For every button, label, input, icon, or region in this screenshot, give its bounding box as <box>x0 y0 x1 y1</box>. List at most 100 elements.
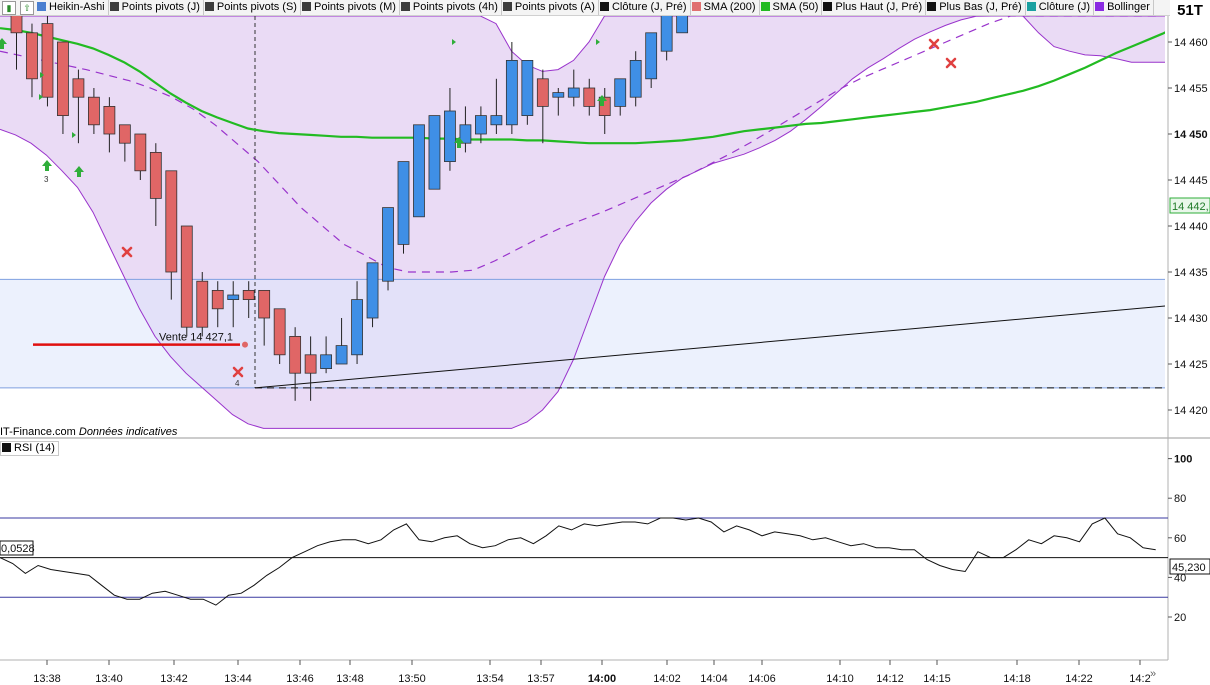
legend-item[interactable]: Clôture (J) <box>1026 0 1095 15</box>
legend-item[interactable]: Heikin-Ashi <box>36 0 109 15</box>
bollinger-lower-line <box>0 16 1165 429</box>
buy-arrow-icon <box>74 166 84 177</box>
rsi-tick-label: 40 <box>1174 572 1186 584</box>
legend-item[interactable]: Plus Haut (J, Pré) <box>822 0 927 15</box>
x-tick-label: 14:12 <box>876 673 904 685</box>
legend-item[interactable]: Points pivots (A) <box>502 0 599 15</box>
sell-cross-icon <box>232 366 244 378</box>
bear-candle <box>242 289 255 300</box>
bollinger-mid-line <box>0 16 1161 273</box>
legend-swatch <box>301 2 311 11</box>
legend-item[interactable]: SMA (200) <box>691 0 760 15</box>
legend-label: Points pivots (S) <box>216 1 297 13</box>
sell-label: Vente 14 427,1 <box>159 332 233 344</box>
bear-candle <box>536 78 549 107</box>
bear-candle <box>211 289 224 310</box>
legend-label: Bollinger <box>1107 1 1150 13</box>
chart-mode-icon[interactable]: ▮ <box>2 1 16 15</box>
bollinger-upper-line <box>0 16 1165 72</box>
legend-label: Points pivots (4h) <box>412 1 498 13</box>
y-tick-label: 14 460 <box>1174 37 1208 49</box>
bear-candle <box>258 289 271 319</box>
legend-swatch <box>691 2 701 11</box>
small-marker-icon <box>72 132 76 138</box>
bear-candle <box>118 124 131 144</box>
sma50-line <box>0 27 1165 145</box>
legend-item[interactable]: Points pivots (M) <box>301 0 400 15</box>
legend-item[interactable]: SMA (50) <box>760 0 823 15</box>
bull-candle <box>552 92 565 98</box>
indicative-note: Données indicatives <box>78 426 178 438</box>
legend-label: Points pivots (M) <box>313 1 396 13</box>
symbol-badge: 51T <box>1170 0 1210 22</box>
rsi-left-tag: 0,0528 <box>1 543 35 555</box>
x-tick-label: 13:48 <box>336 673 364 685</box>
bull-candle <box>490 115 503 126</box>
x-tick-label: 13:40 <box>95 673 123 685</box>
x-tick-label: 14:04 <box>700 673 728 685</box>
small-marker-icon <box>596 39 600 45</box>
legend-item[interactable]: Bollinger <box>1094 0 1154 15</box>
small-marker-icon <box>452 39 456 45</box>
legend-label: Plus Haut (J, Pré) <box>835 1 923 13</box>
bear-candle <box>72 78 85 98</box>
legend-item[interactable]: Clôture (J, Pré) <box>599 0 691 15</box>
bull-candle <box>397 161 410 245</box>
legend-label: Points pivots (J) <box>121 1 200 13</box>
arrow-up-icon[interactable]: ⇧ <box>20 1 34 15</box>
legend-item[interactable]: Points pivots (J) <box>109 0 204 15</box>
legend-label: Clôture (J, Pré) <box>611 1 687 13</box>
bear-candle <box>149 151 162 199</box>
bear-candle <box>10 16 23 34</box>
bull-candle <box>505 60 518 126</box>
legend-swatch <box>400 2 410 11</box>
bear-candle <box>289 335 302 374</box>
rsi-value-tag-box <box>1169 558 1210 575</box>
bull-candle <box>521 60 534 117</box>
legend-swatch <box>1095 2 1105 11</box>
scroll-right-icon[interactable]: » <box>1150 668 1157 680</box>
bear-candle <box>180 225 193 328</box>
x-tick-label: 14:15 <box>923 673 951 685</box>
support-zone <box>0 279 1165 388</box>
legend-swatch <box>109 2 119 11</box>
x-tick-label: 13:44 <box>224 673 252 685</box>
bull-candle <box>366 262 379 319</box>
bear-candle <box>304 354 317 374</box>
buy-arrow-icon <box>0 38 7 49</box>
x-tick-label: 13:57 <box>527 673 555 685</box>
legend-swatch <box>927 2 937 11</box>
legend-label: Points pivots (A) <box>514 1 595 13</box>
bull-candle <box>413 124 425 218</box>
main-plot: Vente 14 427,1 3 4 <box>0 16 1165 429</box>
legend-item[interactable]: Points pivots (S) <box>204 0 301 15</box>
source-name: IT-Finance.com <box>0 426 76 438</box>
y-tick-label: 14 450 <box>1174 129 1208 141</box>
legend-swatch <box>204 2 214 11</box>
bear-candle <box>103 106 116 135</box>
bull-candle <box>645 32 658 80</box>
bear-candle <box>41 23 54 98</box>
legend-item[interactable]: Points pivots (4h) <box>400 0 502 15</box>
rsi-label[interactable]: RSI (14) <box>0 441 59 456</box>
source-note: IT-Finance.com Données indicatives <box>0 426 177 438</box>
legend-label: Plus Bas (J, Pré) <box>939 1 1022 13</box>
x-tick-label: 14:00 <box>588 673 616 685</box>
x-tick-label: 13:50 <box>398 673 426 685</box>
buy-arrow-icon <box>454 137 464 148</box>
rsi-swatch <box>2 443 11 452</box>
bear-candle <box>273 308 286 356</box>
bear-candle <box>583 87 596 107</box>
bull-candle <box>629 60 642 98</box>
legend-item[interactable]: Plus Bas (J, Pré) <box>926 0 1026 15</box>
price-tag-label: 14 442, <box>1172 201 1209 213</box>
buy-arrow-icon <box>597 95 607 106</box>
bear-candle <box>196 280 209 328</box>
bull-candle <box>351 299 363 356</box>
bear-candle <box>165 170 178 273</box>
buy-arrow-icon <box>42 160 52 171</box>
x-tick-label: 13:54 <box>476 673 504 685</box>
signal-count-label: 3 <box>44 175 49 184</box>
rsi-label-text: RSI (14) <box>14 442 55 454</box>
